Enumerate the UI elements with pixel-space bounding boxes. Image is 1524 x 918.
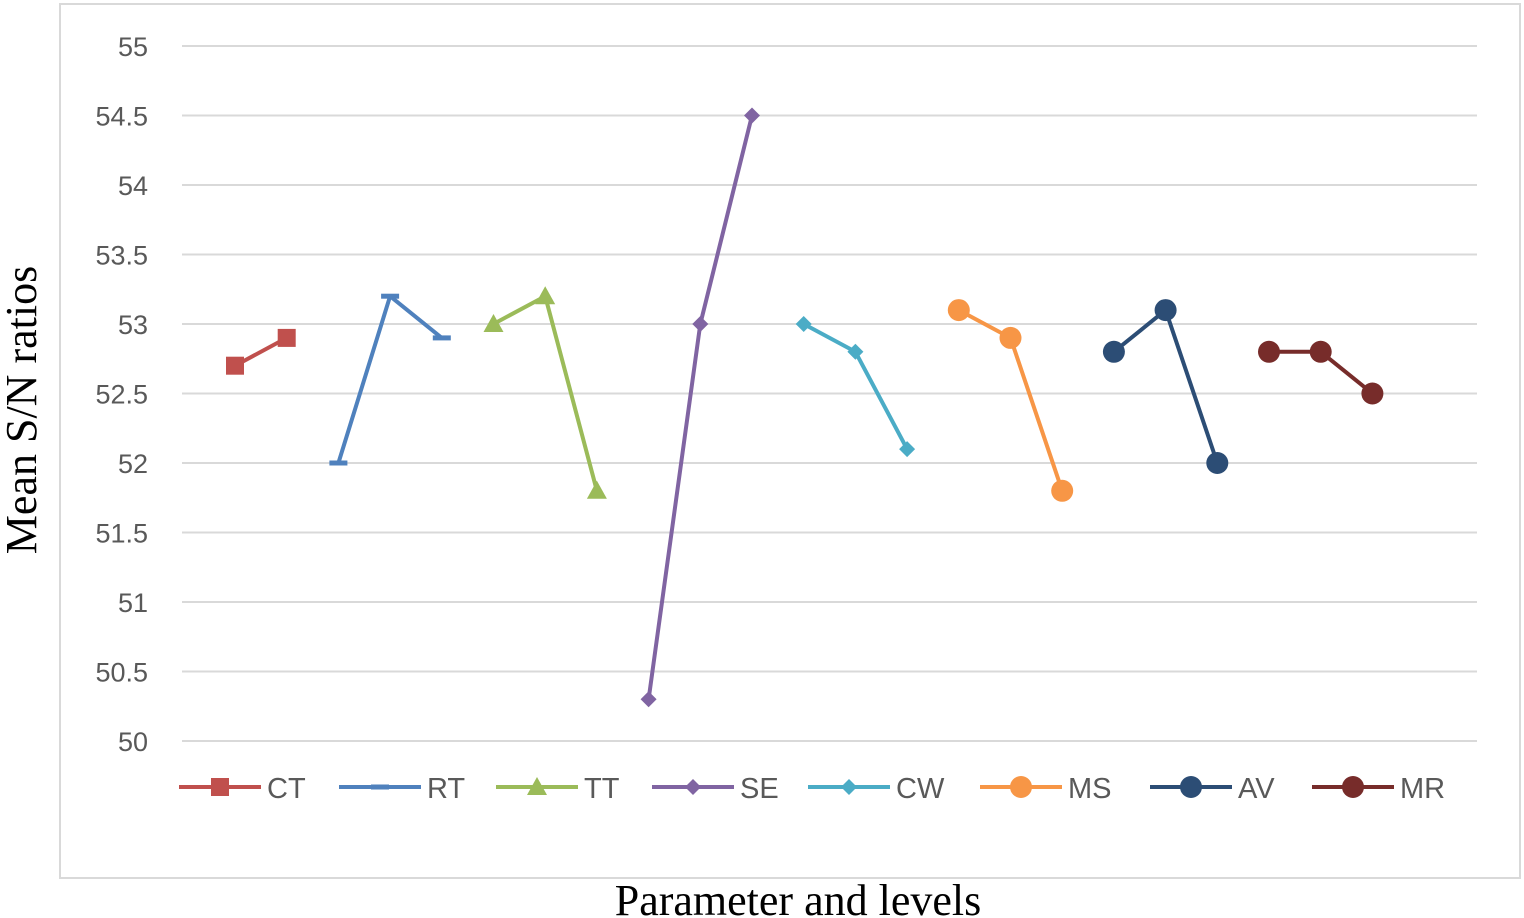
series-ct [226, 328, 296, 375]
legend-marker [1010, 776, 1032, 798]
data-point-ms [999, 326, 1022, 349]
data-point-cw [795, 316, 812, 332]
data-point-tt [586, 480, 607, 499]
series-av [1102, 299, 1229, 474]
plot-area [226, 107, 1384, 708]
data-point-mr [1258, 340, 1280, 363]
data-point-rt [381, 293, 400, 299]
legend-item-tt: TT [496, 773, 620, 805]
series-cw [795, 316, 916, 458]
y-tick-label: 50.5 [95, 658, 148, 688]
y-tick-label: 52 [118, 449, 148, 479]
y-tick-label: 55 [118, 32, 148, 62]
y-tick-labels: 50 50.5 51 51.5 52 52.5 53 53.5 54 54.5 55 [95, 32, 148, 757]
data-point-cw [899, 441, 916, 458]
data-point-ms [947, 299, 970, 322]
legend-item-se: SE [652, 773, 779, 805]
legend-item-rt: RT [339, 773, 465, 805]
data-point-av [1154, 299, 1177, 322]
legend-label: MR [1400, 773, 1445, 805]
series-rt [329, 293, 451, 466]
data-point-tt [483, 314, 504, 332]
legend-item-av: AV [1150, 773, 1275, 805]
y-tick-label: 53.5 [95, 241, 148, 271]
series-se [640, 107, 760, 708]
series-ms [947, 299, 1074, 502]
legend-marker [527, 777, 547, 795]
legend-marker [1180, 776, 1202, 798]
y-tick-label: 51 [118, 588, 148, 618]
data-point-rt [432, 335, 451, 341]
data-point-se [744, 107, 760, 124]
series-mr [1258, 340, 1384, 405]
y-axis-title: Mean S/N ratios [0, 266, 46, 554]
legend-label: MS [1068, 773, 1112, 805]
legend-marker [211, 778, 229, 796]
data-point-se [640, 691, 657, 708]
legend-item-cw: CW [808, 773, 945, 805]
series-tt [483, 286, 607, 499]
legend-label: CW [896, 773, 945, 805]
legend-item-ct: CT [179, 773, 306, 805]
data-point-mr [1361, 382, 1384, 405]
data-point-av [1206, 452, 1229, 474]
gridlines [182, 45, 1477, 742]
legend-marker [1342, 776, 1364, 798]
data-point-av [1102, 340, 1125, 363]
legend-label: AV [1238, 773, 1275, 805]
legend: CT RT TT SE CW MS AV MR [179, 773, 1445, 805]
y-tick-label: 54.5 [95, 102, 148, 132]
data-point-ct [277, 328, 296, 347]
y-tick-label: 52.5 [95, 380, 148, 410]
legend-label: CT [267, 773, 306, 805]
data-point-ct [226, 356, 244, 375]
data-point-mr [1309, 340, 1332, 363]
chart-border [59, 3, 1521, 879]
legend-label: SE [740, 773, 779, 805]
legend-label: TT [584, 773, 620, 805]
data-point-rt [329, 460, 348, 466]
y-tick-label: 51.5 [95, 519, 148, 549]
data-point-se [692, 316, 709, 332]
legend-item-ms: MS [980, 773, 1112, 805]
data-point-cw [847, 343, 864, 360]
data-point-ms [1051, 479, 1074, 502]
x-axis-title: Parameter and levels [615, 876, 982, 918]
y-tick-label: 54 [118, 171, 148, 201]
legend-item-mr: MR [1312, 773, 1445, 805]
y-tick-label: 53 [118, 310, 148, 340]
y-tick-label: 50 [118, 727, 148, 757]
legend-label: RT [427, 773, 465, 805]
legend-marker [841, 779, 857, 795]
data-point-tt [535, 286, 556, 305]
legend-marker [685, 779, 701, 795]
legend-marker [371, 784, 389, 790]
